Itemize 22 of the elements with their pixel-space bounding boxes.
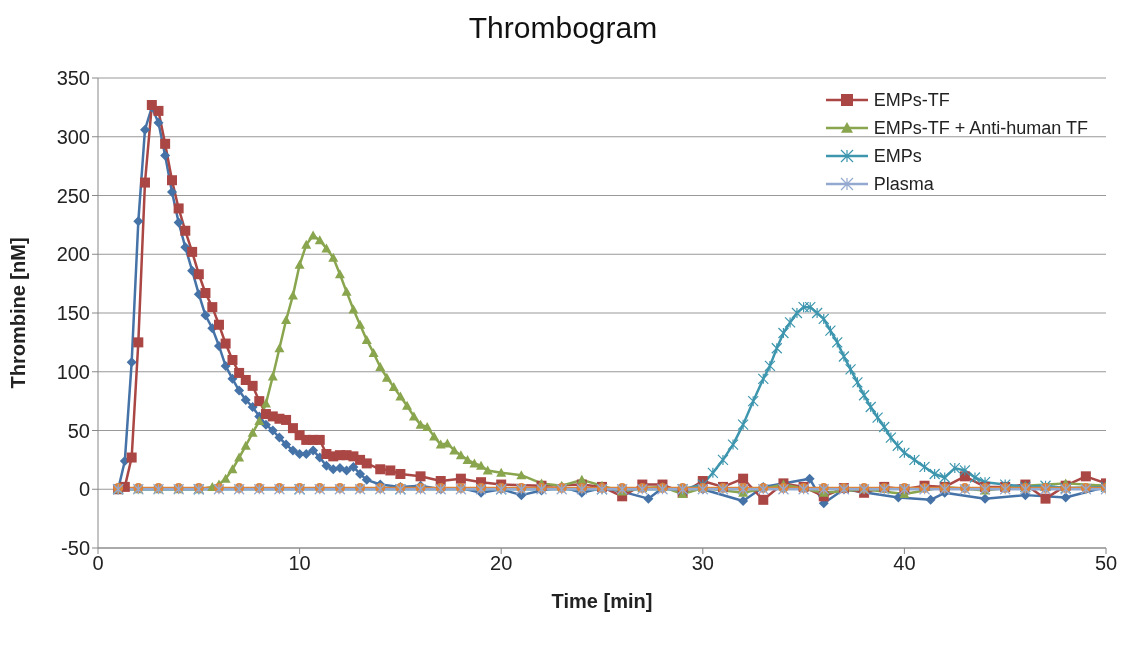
y-tick-label: 300: [56, 125, 90, 148]
x-tick-label: 40: [893, 552, 916, 575]
x-tick-label: 30: [691, 552, 714, 575]
y-tick-label: 100: [56, 360, 90, 383]
y-tick-label: 0: [78, 478, 90, 501]
x-tick-label: 10: [288, 552, 311, 575]
y-axis-title: Thrombine [nM]: [7, 237, 30, 389]
y-tick-label: -50: [61, 537, 90, 560]
y-tick-label: 200: [56, 243, 90, 266]
legend-label: Plasma: [873, 173, 934, 195]
y-tick-label: 350: [56, 67, 90, 90]
legend-label: EMPs-TF + Anti-human TF: [873, 117, 1088, 139]
x-axis-title: Time [min]: [551, 590, 653, 612]
y-tick-label: 50: [67, 419, 90, 442]
y-tick-label: 150: [56, 302, 90, 325]
chart-title: Thrombogram: [467, 10, 659, 46]
x-tick-label: 50: [1094, 552, 1118, 575]
y-tick-label: 250: [56, 184, 90, 207]
legend-label: EMPs: [873, 145, 922, 167]
x-tick-label: 0: [92, 552, 104, 575]
x-tick-label: 20: [490, 552, 513, 575]
legend-label: EMPs-TF: [873, 89, 950, 111]
